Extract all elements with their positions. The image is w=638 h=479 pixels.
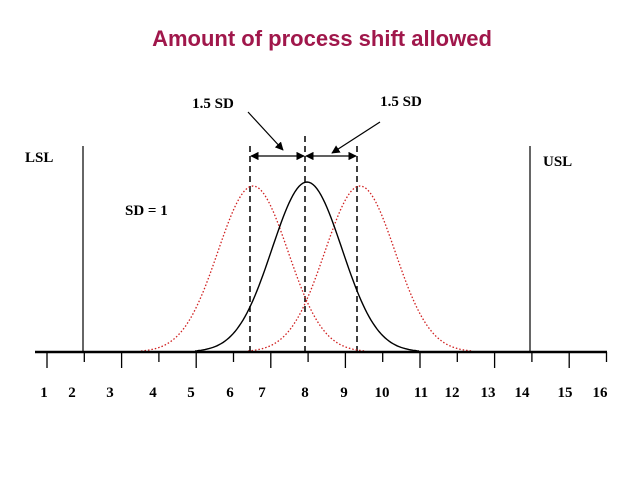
usl-label: USL: [543, 154, 572, 170]
axis-label: 9: [340, 385, 348, 401]
axis-label: 6: [226, 385, 234, 401]
axis-label: 1: [40, 385, 48, 401]
pointer-arrow: [247, 111, 284, 151]
axis-label: 3: [106, 385, 114, 401]
axis-label: 14: [515, 385, 531, 401]
axis-label: 8: [301, 385, 309, 401]
title: Amount of process shift allowed: [152, 26, 492, 51]
axis-label: 16: [593, 385, 609, 401]
shifted-curve: [140, 185, 366, 352]
axis-ticks: [46, 352, 608, 368]
shifted-curve: [247, 185, 473, 352]
axis-label: 7: [258, 385, 266, 401]
shift-label: 1.5 SD: [380, 94, 422, 110]
axis-label: 5: [187, 385, 195, 401]
axis-label: 13: [481, 385, 496, 401]
axis-label: 10: [375, 385, 390, 401]
axis-label: 12: [445, 385, 460, 401]
process-curve: [194, 181, 420, 352]
pointer-arrow: [331, 121, 381, 154]
axis-label: 2: [68, 385, 76, 401]
axis-label: 11: [414, 385, 428, 401]
shift-label: 1.5 SD: [192, 96, 234, 112]
sd-label: SD = 1: [125, 203, 168, 219]
lsl-label: LSL: [25, 150, 53, 166]
axis-label: 15: [558, 385, 573, 401]
axis-label: 4: [149, 385, 157, 401]
